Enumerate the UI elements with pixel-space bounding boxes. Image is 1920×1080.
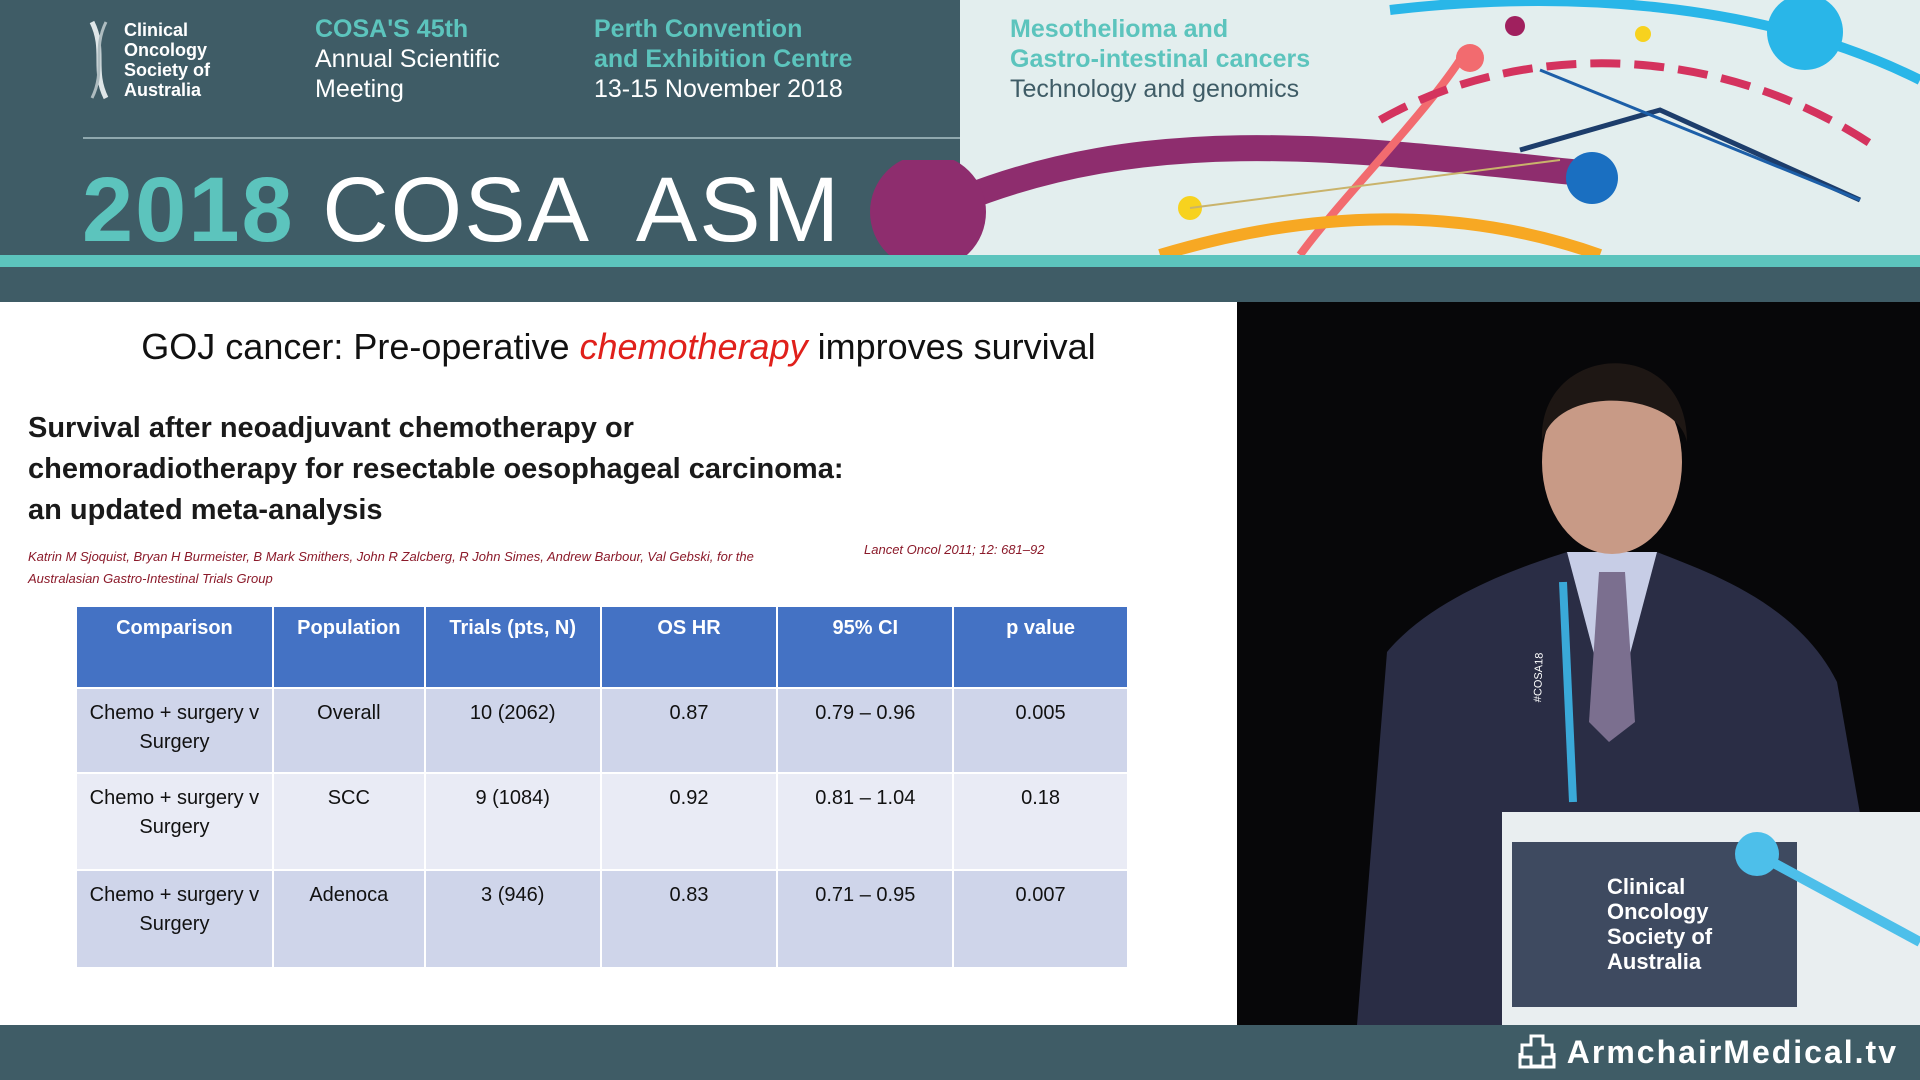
- podium-logo-line: Oncology: [1607, 899, 1709, 924]
- results-table: Comparison Population Trials (pts, N) OS…: [77, 607, 1129, 967]
- table-row: Chemo + surgery v Surgery SCC 9 (1084) 0.92…: [77, 772, 1129, 870]
- logo-line: Society of: [124, 60, 211, 80]
- paper-citation: Lancet Oncol 2011; 12: 681–92: [864, 542, 1045, 557]
- lanyard-text: #COSA18: [1532, 652, 1546, 703]
- armchairmedical-brand[interactable]: ArmchairMedical.tv: [1517, 1033, 1898, 1071]
- paper-title-line: Survival after neoadjuvant chemotherapy …: [28, 412, 634, 444]
- table-header-row: Comparison Population Trials (pts, N) OS…: [77, 607, 1129, 688]
- meeting-line: Meeting: [315, 75, 404, 103]
- table-cell: 0.79 – 0.96: [777, 687, 955, 773]
- table-cell: 0.18: [953, 772, 1129, 870]
- paper-title-line: chemoradiotherapy for resectable oesopha…: [28, 453, 844, 485]
- cosa-logo-icon: [89, 20, 109, 100]
- table-row: Chemo + surgery v Surgery Overall 10 (2062…: [77, 687, 1129, 773]
- table-cell: 0.87: [600, 687, 779, 773]
- cosa-logo-text: Clinical Oncology Society of Australia: [124, 20, 210, 100]
- table-cell: Chemo + surgery v Surgery: [77, 869, 274, 967]
- theme-subline: Technology and genomics: [1010, 75, 1300, 103]
- table-cell: 0.83: [600, 869, 779, 967]
- theme-info: Mesothelioma and Gastro-intestinal cance…: [1010, 14, 1310, 104]
- slide-title: GOJ cancer: Pre-operative chemotherapy i…: [0, 326, 1237, 368]
- title-text: GOJ cancer: Pre-operative: [141, 326, 580, 367]
- event-name: COSA ASM: [322, 159, 842, 261]
- column-header: p value: [953, 607, 1129, 688]
- venue-name: and Exhibition Centre: [594, 45, 853, 73]
- paper-title-line: an updated meta-analysis: [28, 494, 383, 526]
- table-cell: 9 (1084): [424, 772, 602, 870]
- meeting-info: COSA'S 45th Annual Scientific Meeting: [315, 14, 500, 104]
- column-header: OS HR: [600, 607, 779, 688]
- table-cell: Chemo + surgery v Surgery: [77, 772, 274, 870]
- venue-name: Perth Convention: [594, 15, 803, 43]
- paper-title: Survival after neoadjuvant chemotherapy …: [28, 408, 844, 531]
- podium-logo-line: Australia: [1607, 949, 1702, 974]
- theme-line: Mesothelioma and: [1010, 15, 1229, 43]
- brand-name: ArmchairMedical.tv: [1566, 1033, 1898, 1070]
- event-year: 2018: [82, 159, 295, 261]
- banner-band: [0, 267, 1920, 302]
- table-cell: 0.92: [600, 772, 779, 870]
- podium-logo: Clinical Oncology Society of Australia: [1607, 874, 1712, 974]
- footer-bar: ArmchairMedical.tv: [0, 1025, 1920, 1080]
- event-dates: 13-15 November 2018: [594, 75, 843, 103]
- column-header: Comparison: [77, 607, 274, 688]
- theme-line: Gastro-intestinal cancers: [1010, 45, 1311, 73]
- table-cell: 0.007: [953, 869, 1129, 967]
- speaker-video: Clinical Oncology Society of Australia #…: [1237, 302, 1920, 1025]
- table-cell: 10 (2062): [424, 687, 602, 773]
- venue-info: Perth Convention and Exhibition Centre 1…: [594, 14, 852, 104]
- table-cell: Overall: [272, 687, 426, 773]
- column-header: 95% CI: [777, 607, 955, 688]
- paper-authors: Katrin M Sjoquist, Bryan H Burmeister, B…: [28, 549, 754, 586]
- logo-line: Oncology: [124, 40, 208, 60]
- table-cell: 0.81 – 1.04: [777, 772, 955, 870]
- meeting-line: Annual Scientific: [315, 45, 500, 73]
- event-title: 2018 COSA ASM: [82, 160, 841, 260]
- orbit-decoration-icon: [960, 0, 1920, 255]
- table-row: Chemo + surgery v Surgery Adenoca 3 (946) 0…: [77, 869, 1129, 967]
- logo-line: Australia: [124, 80, 202, 100]
- title-text: improves survival: [807, 326, 1096, 367]
- magenta-circle-icon: [870, 160, 986, 260]
- podium-logo-line: Clinical: [1607, 874, 1686, 899]
- table-cell: Chemo + surgery v Surgery: [77, 687, 274, 773]
- meeting-edition: COSA'S 45th: [315, 15, 469, 43]
- column-header: Population: [272, 607, 426, 688]
- banner-stripe: [0, 255, 1920, 267]
- table-cell: Adenoca: [272, 869, 426, 967]
- podium-logo-line: Society of: [1607, 924, 1713, 949]
- header-divider: [83, 137, 960, 139]
- armchair-cross-icon: [1518, 1034, 1556, 1069]
- presentation-slide: GOJ cancer: Pre-operative chemotherapy i…: [0, 302, 1237, 1025]
- table-cell: SCC: [272, 772, 426, 870]
- logo-line: Clinical: [124, 20, 189, 40]
- speaker-figure-icon: [1357, 363, 1920, 1025]
- banner-artwork: Mesothelioma and Gastro-intestinal cance…: [960, 0, 1920, 255]
- column-header: Trials (pts, N): [424, 607, 602, 688]
- table-cell: 0.71 – 0.95: [777, 869, 955, 967]
- title-emphasis: chemotherapy: [579, 326, 808, 367]
- table-cell: 0.005: [953, 687, 1129, 773]
- table-cell: 3 (946): [424, 869, 602, 967]
